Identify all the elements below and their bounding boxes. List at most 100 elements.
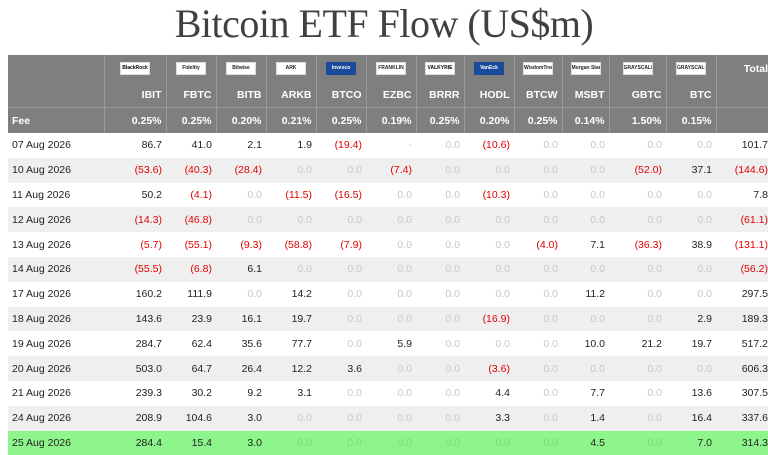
flow-cell: 0.0: [514, 356, 562, 381]
logo-cell: Bitwise: [215, 55, 266, 82]
flow-cell: 284.7: [104, 331, 166, 357]
ticker-header: BTC: [665, 82, 716, 108]
fee-value: 0.19%: [365, 107, 416, 133]
flow-cell: 3.0: [216, 405, 266, 431]
flow-cell: 0.0: [514, 133, 562, 158]
row-total: 517.2: [716, 331, 768, 357]
grayscale-mini-logo: GRAYSCALE: [676, 62, 706, 75]
flow-cell: 0.0: [464, 207, 514, 233]
ticker-total-blank: [715, 82, 768, 108]
table-row: 24 Aug 2026 208.9 104.6 3.0 0.0 0.0 0.0 0.0 3.3 0…: [8, 405, 768, 431]
flow-cell: 10.0: [562, 331, 609, 357]
fee-value: 0.20%: [463, 107, 514, 133]
flow-cell: 0.0: [416, 133, 464, 158]
ticker-row: IBIT FBTC BITB ARKB BTCO EZBC BRRR HODL BTCW MSBT…: [8, 82, 768, 108]
flow-cell: 50.2: [104, 182, 166, 208]
flow-cell: 0.0: [562, 256, 609, 282]
fee-value: 0.15%: [665, 107, 716, 133]
flow-cell: 16.4: [666, 405, 716, 431]
flow-cell: -: [366, 133, 416, 158]
flow-cell: (7.4): [366, 157, 416, 183]
flow-cell: 0.0: [366, 356, 416, 381]
ticker-header: FBTC: [165, 82, 216, 108]
table-row: 18 Aug 2026 143.6 23.9 16.1 19.7 0.0 0.0 0.0 (16…: [8, 306, 768, 332]
logo-cell: Invesco: [315, 55, 366, 82]
total-header: Total: [715, 55, 768, 82]
flow-cell: 12.2: [266, 356, 316, 381]
flow-cell: 86.7: [104, 133, 166, 158]
ticker-header: BRRR: [415, 82, 464, 108]
flow-cell: 19.7: [266, 306, 316, 332]
ticker-header: BTCO: [315, 82, 366, 108]
flow-cell: 0.0: [266, 405, 316, 431]
flow-cell: (16.9): [464, 306, 514, 332]
flow-cell: (9.3): [216, 232, 266, 257]
flow-cell: 0.0: [464, 430, 514, 455]
flow-cell: 77.7: [266, 331, 316, 357]
fee-value: 0.21%: [265, 107, 316, 133]
flow-cell: 0.0: [464, 331, 514, 357]
logo-cell: Fidelity: [165, 55, 216, 82]
fee-value: 0.20%: [215, 107, 266, 133]
flow-cell: 0.0: [666, 256, 716, 282]
bitwise-logo: Bitwise: [226, 62, 256, 75]
flow-cell: 0.0: [609, 356, 666, 381]
flow-cell: 0.0: [266, 430, 316, 455]
issuer-logo-row: BlackRock Fidelity Bitwise ARK Invesco FRANKL…: [8, 55, 768, 82]
flow-cell: 0.0: [514, 256, 562, 282]
flow-cell: 0.0: [464, 281, 514, 307]
flow-cell: 208.9: [104, 405, 166, 431]
flow-cell: 5.9: [366, 331, 416, 357]
flow-cell: 0.0: [266, 207, 316, 233]
row-date: 10 Aug 2026: [8, 157, 104, 183]
row-total: 7.8: [716, 182, 768, 208]
flow-cell: 0.0: [316, 281, 366, 307]
flow-cell: 19.7: [666, 331, 716, 357]
flow-cell: (58.8): [266, 232, 316, 257]
logo-cell: Morgan Stanley: [561, 55, 609, 82]
flow-cell: 0.0: [416, 306, 464, 332]
ticker-header: MSBT: [561, 82, 609, 108]
flow-cell: (46.8): [166, 207, 216, 233]
table-row: 12 Aug 2026 (14.3) (46.8) 0.0 0.0 0.0 0.0 0.0 0.…: [8, 207, 768, 233]
flow-cell: 37.1: [666, 157, 716, 183]
fee-value: 0.25%: [165, 107, 216, 133]
row-date: 18 Aug 2026: [8, 306, 104, 332]
flow-cell: 239.3: [104, 380, 166, 406]
flow-cell: 0.0: [464, 256, 514, 282]
flow-cell: 3.1: [266, 380, 316, 406]
fee-value: 0.25%: [315, 107, 366, 133]
flow-cell: 7.7: [562, 380, 609, 406]
morgan-stanley-logo: Morgan Stanley: [570, 62, 601, 75]
flow-cell: 16.1: [216, 306, 266, 332]
flow-cell: 3.0: [216, 430, 266, 455]
flow-cell: 1.4: [562, 405, 609, 431]
row-date: 17 Aug 2026: [8, 281, 104, 307]
row-date: 19 Aug 2026: [8, 331, 104, 357]
flow-cell: 0.0: [216, 182, 266, 208]
flow-cell: 0.0: [514, 405, 562, 431]
flow-cell: 0.0: [316, 256, 366, 282]
flow-cell: 0.0: [316, 331, 366, 357]
flow-cell: (28.4): [216, 157, 266, 183]
flow-cell: (3.6): [464, 356, 514, 381]
row-date: 24 Aug 2026: [8, 405, 104, 431]
row-date: 11 Aug 2026: [8, 182, 104, 208]
flow-cell: (7.9): [316, 232, 366, 257]
flow-cell: 41.0: [166, 133, 216, 158]
flow-cell: 104.6: [166, 405, 216, 431]
flow-cell: 3.3: [464, 405, 514, 431]
wisdomtree-logo: WisdomTree: [523, 62, 553, 75]
vaneck-logo: VanEck: [474, 62, 504, 75]
flow-cell: (14.3): [104, 207, 166, 233]
table-row: 14 Aug 2026 (55.5) (6.8) 6.1 0.0 0.0 0.0 0.0 0.0…: [8, 256, 768, 282]
flow-cell: 64.7: [166, 356, 216, 381]
invesco-logo: Invesco: [326, 62, 356, 75]
flow-cell: 1.9: [266, 133, 316, 158]
row-total: 297.5: [716, 281, 768, 307]
flow-cell: 0.0: [316, 380, 366, 406]
flow-cell: 0.0: [316, 157, 366, 183]
flow-cell: 0.0: [416, 430, 464, 455]
logo-cell: ARK: [265, 55, 316, 82]
flow-cell: 0.0: [416, 331, 464, 357]
